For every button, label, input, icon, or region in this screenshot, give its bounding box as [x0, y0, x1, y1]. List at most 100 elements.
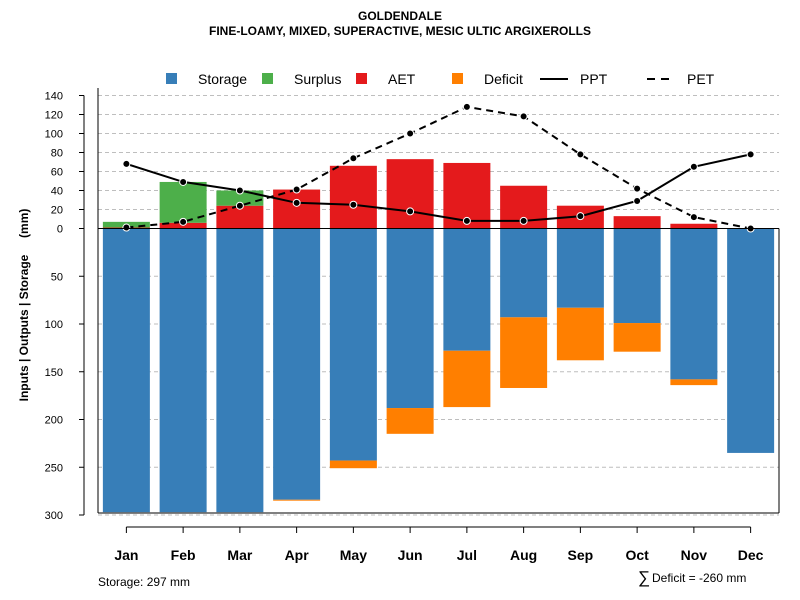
point-ppt [292, 198, 301, 207]
x-tick-label: May [340, 547, 367, 563]
legend-label: Surplus [294, 71, 341, 87]
y-tick-label: 100 [45, 129, 63, 141]
bar-aet [670, 223, 718, 229]
x-tick-label: Apr [285, 547, 310, 563]
y-axis-title: Inputs | Outputs | Storage (mm) [17, 209, 31, 402]
point-pet [689, 213, 698, 222]
bars [102, 159, 775, 513]
bar-storage [500, 228, 548, 318]
bar-storage [386, 228, 434, 409]
y-tick-label: 300 [45, 510, 63, 522]
legend-label: PPT [580, 71, 608, 87]
x-tick-label: Sep [568, 547, 594, 563]
chart-subtitle: FINE-LOAMY, MIXED, SUPERACTIVE, MESIC UL… [208, 24, 592, 38]
bar-storage [329, 228, 377, 461]
point-ppt [746, 150, 755, 159]
series-lines [122, 102, 755, 233]
point-ppt [576, 212, 585, 221]
deficit-note: Deficit = -260 mm [652, 571, 747, 585]
chart-title: GOLDENDALE [358, 9, 442, 23]
bar-storage [670, 228, 718, 380]
y-tick-label: 250 [45, 462, 63, 474]
point-pet [462, 102, 471, 111]
y-tick-label: 60 [51, 167, 63, 179]
y-tick-label: 50 [51, 271, 63, 283]
legend-label: Deficit [484, 71, 523, 87]
x-tick-label: Jan [114, 547, 138, 563]
point-ppt [122, 159, 131, 168]
legend-swatch [452, 73, 463, 84]
legend-label: AET [388, 71, 416, 87]
point-pet [122, 223, 131, 232]
point-ppt [519, 216, 528, 225]
axes: 0 20 40 60 80 100 120 140 50 100 150 200 250 300 Input… [17, 88, 780, 563]
legend-label: PET [687, 71, 715, 87]
bar-aet [273, 189, 321, 229]
legend-label: Storage [198, 71, 247, 87]
bar-storage [443, 228, 491, 351]
point-ppt [406, 207, 415, 216]
bar-storage [727, 228, 775, 453]
bar-aet [386, 159, 434, 229]
y-tick-label: 40 [51, 186, 63, 198]
bar-aet [613, 216, 661, 229]
bar-deficit [443, 350, 491, 408]
point-ppt [633, 196, 642, 205]
y-tick-label: 80 [51, 148, 63, 160]
point-ppt [235, 186, 244, 195]
x-tick-label: Nov [681, 547, 708, 563]
y-tick-label: 200 [45, 415, 63, 427]
y-tick-label: 0 [57, 224, 63, 236]
bar-storage [556, 228, 604, 308]
bar-storage [613, 228, 661, 324]
bar-storage [102, 228, 150, 513]
series-line-ppt [126, 153, 751, 222]
y-tick-label: 150 [45, 367, 63, 379]
legend-swatch [356, 73, 367, 84]
point-pet [179, 217, 188, 226]
point-pet [406, 129, 415, 138]
point-pet [633, 184, 642, 193]
legend: Storage Surplus AET Deficit PPT PET [166, 71, 715, 87]
point-pet [292, 185, 301, 194]
bar-surplus [159, 181, 207, 223]
point-pet [349, 154, 358, 163]
bar-storage [216, 228, 264, 513]
legend-swatch [262, 73, 273, 84]
bar-deficit [670, 379, 718, 386]
point-ppt [179, 177, 188, 186]
x-tick-label: Jul [457, 547, 477, 563]
point-pet [519, 112, 528, 121]
y-tick-label: 140 [45, 91, 63, 103]
bar-deficit [613, 323, 661, 352]
bar-deficit [556, 307, 604, 361]
y-tick-label: 20 [51, 205, 63, 217]
x-tick-label: Oct [625, 547, 649, 563]
bar-deficit [329, 460, 377, 469]
bar-aet [216, 205, 264, 229]
y-tick-label: 120 [45, 110, 63, 122]
bar-deficit [500, 317, 548, 388]
legend-swatch [166, 73, 177, 84]
point-ppt [349, 200, 358, 209]
x-tick-label: Mar [227, 547, 252, 563]
bar-storage [273, 228, 321, 500]
bar-deficit [386, 408, 434, 434]
gridlines [98, 95, 779, 516]
point-ppt [462, 216, 471, 225]
x-tick-label: Aug [510, 547, 537, 563]
bar-deficit [273, 499, 321, 501]
bar-storage [159, 228, 207, 513]
x-tick-label: Jun [398, 547, 423, 563]
sum-symbol: ∑ [638, 568, 651, 587]
storage-note: Storage: 297 mm [98, 575, 191, 589]
point-pet [576, 150, 585, 159]
point-pet [235, 201, 244, 210]
y-tick-label: 100 [45, 319, 63, 331]
point-ppt [689, 162, 698, 171]
series-line-pet [126, 105, 751, 230]
bar-surplus [216, 190, 264, 206]
x-tick-label: Feb [171, 547, 196, 563]
x-tick-label: Dec [738, 547, 764, 563]
